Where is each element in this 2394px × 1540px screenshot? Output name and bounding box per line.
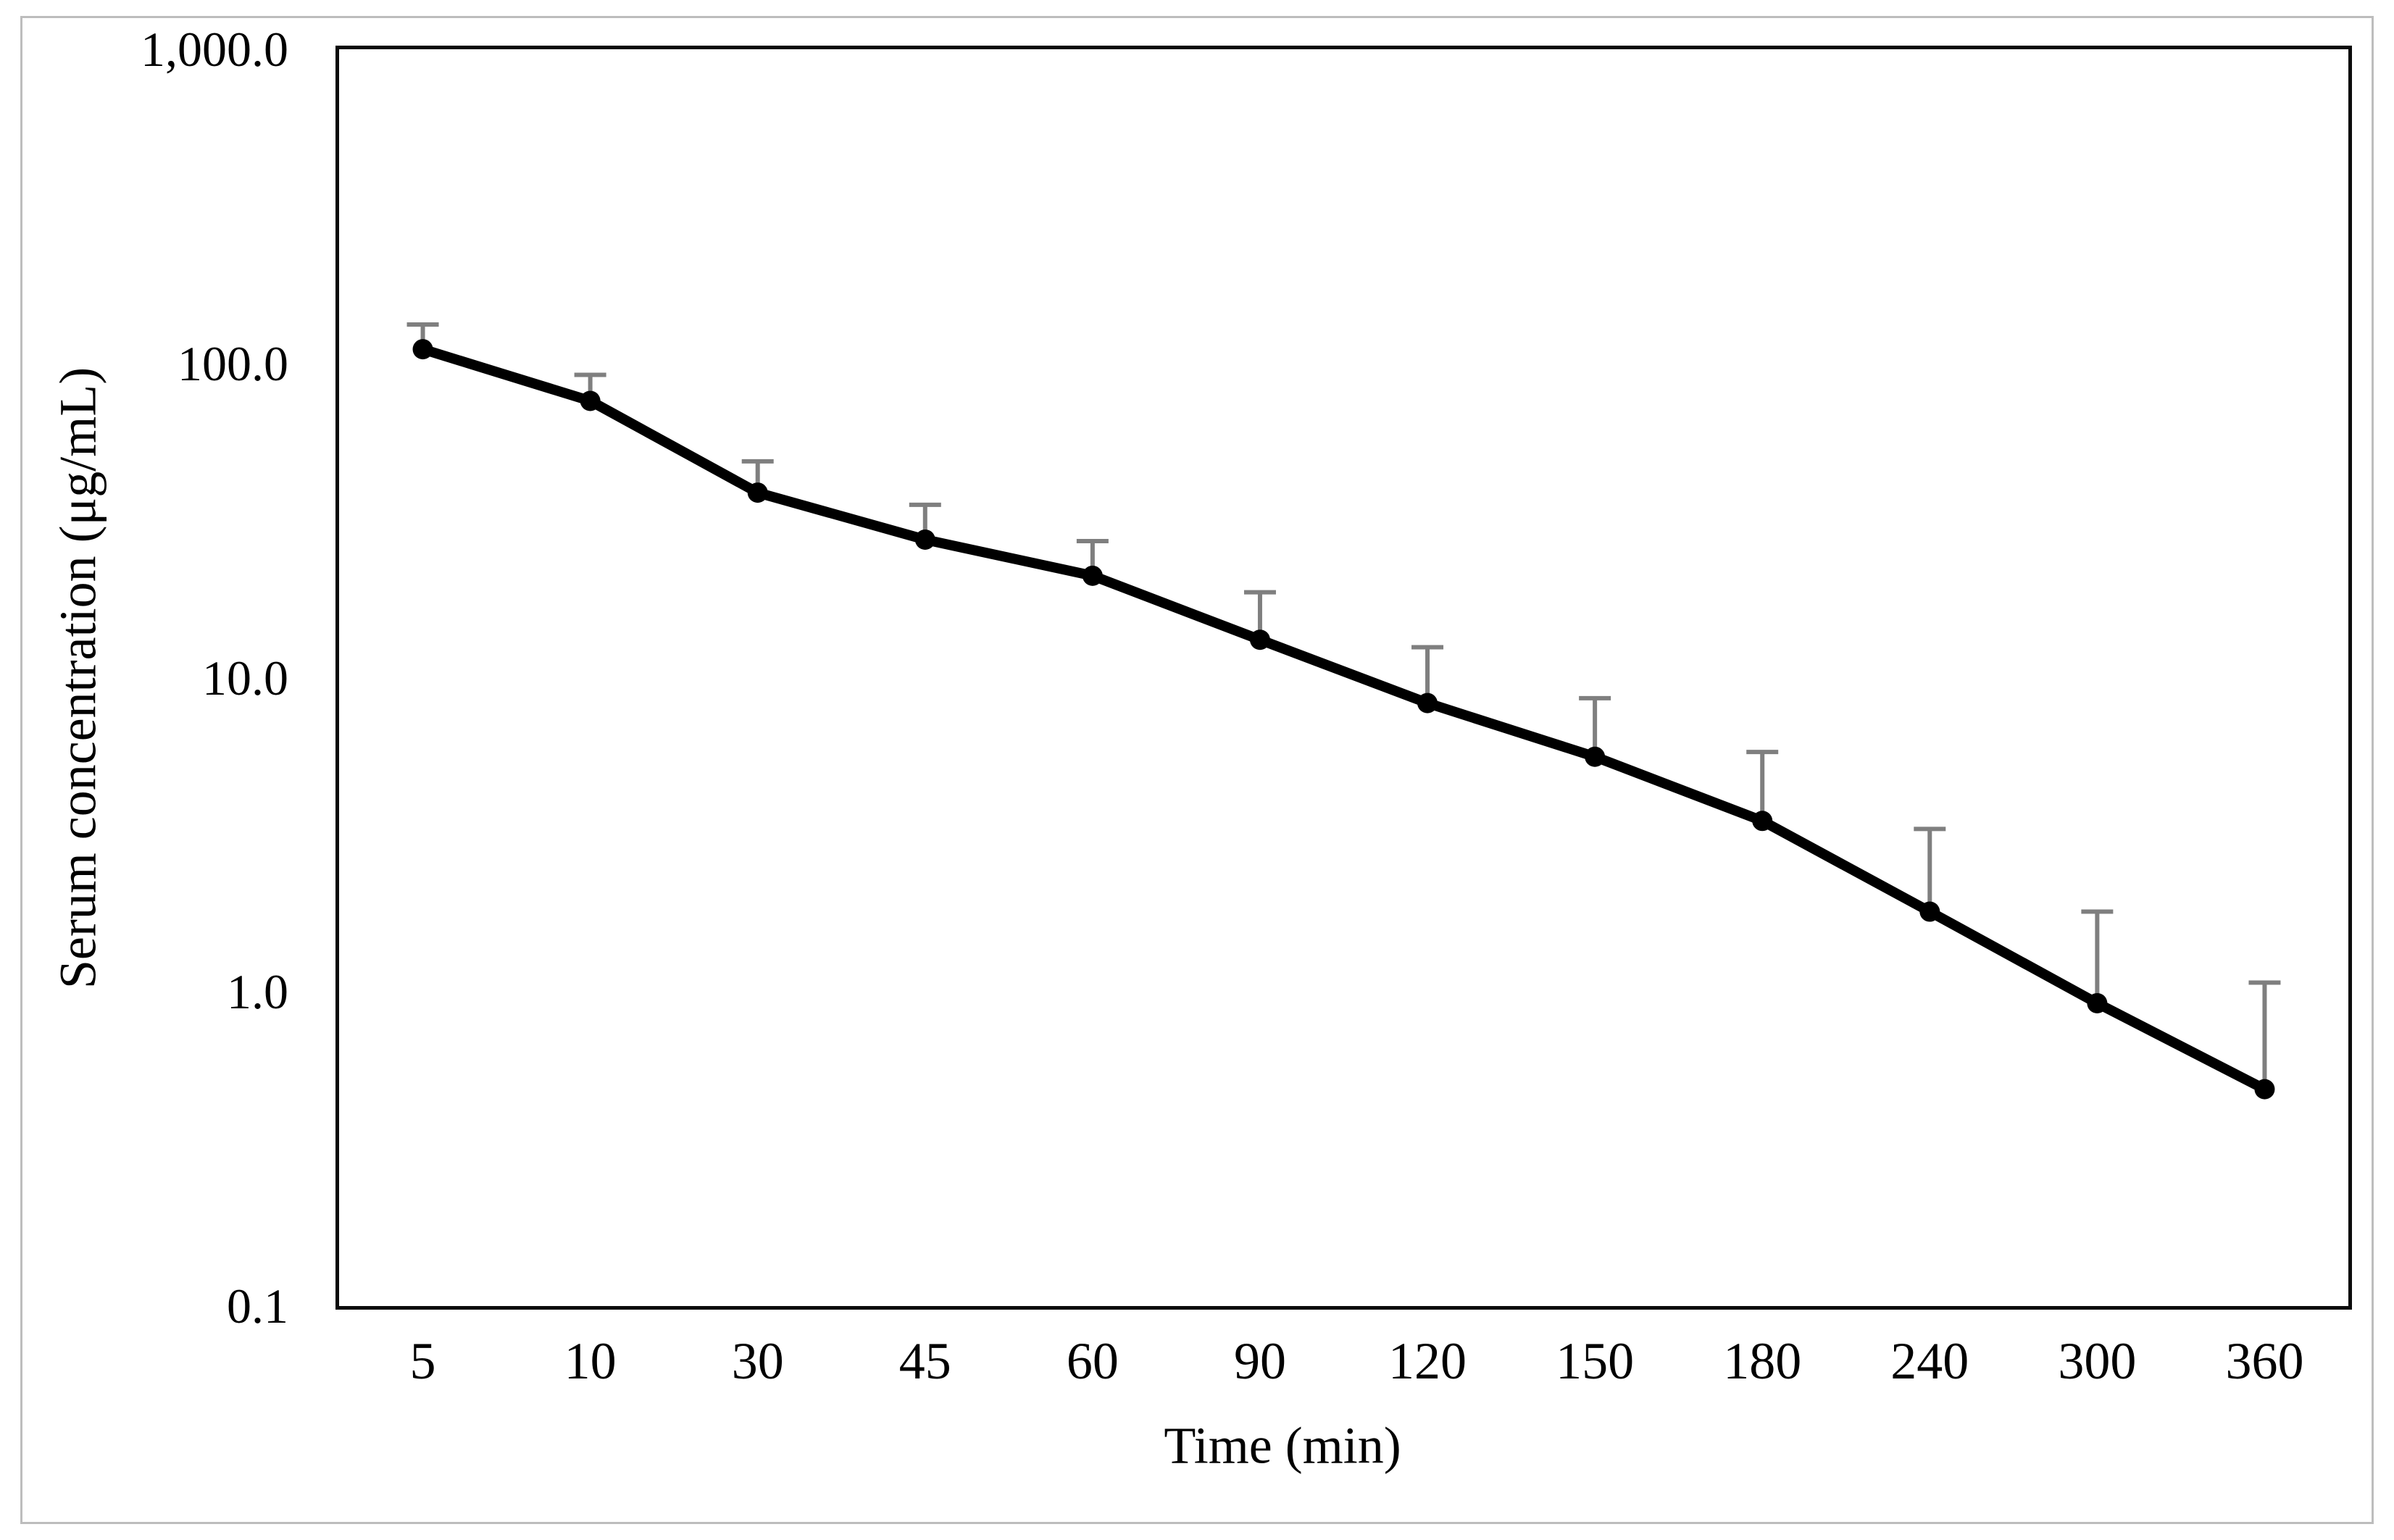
y-tick-label: 100.0 <box>178 335 288 391</box>
x-tick-label: 120 <box>1388 1332 1467 1390</box>
x-axis-title: Time (min) <box>1164 1416 1401 1475</box>
data-point-marker <box>914 529 935 550</box>
series-line <box>417 344 2270 1095</box>
data-point-marker <box>1919 901 1940 922</box>
x-tick-label: 60 <box>1066 1332 1119 1390</box>
data-point-marker <box>1082 565 1103 586</box>
data-point-marker <box>1585 746 1606 767</box>
y-tick-label: 1.0 <box>227 964 288 1020</box>
x-tick-label: 5 <box>409 1332 436 1390</box>
x-tick-label: 300 <box>2058 1332 2137 1390</box>
data-point-marker <box>1417 692 1438 713</box>
x-tick-label: 30 <box>731 1332 784 1390</box>
data-point-marker <box>747 482 768 503</box>
data-point-marker <box>1752 811 1773 832</box>
data-point-marker <box>580 390 601 411</box>
y-tick-label: 0.1 <box>227 1279 288 1334</box>
x-tick-label: 240 <box>1890 1332 1969 1390</box>
data-point-marker <box>412 339 433 360</box>
data-point-marker <box>2087 992 2108 1013</box>
data-point-marker <box>2254 1079 2275 1100</box>
y-tick-label: 10.0 <box>202 650 288 706</box>
x-tick-label: 90 <box>1233 1332 1286 1390</box>
y-tick-label: 1,000.0 <box>141 22 288 77</box>
data-point-marker <box>1249 629 1270 650</box>
x-tick-label: 150 <box>1556 1332 1635 1390</box>
chart-canvas <box>406 322 2281 1100</box>
plot-area <box>335 46 2352 1310</box>
x-tick-label: 360 <box>2225 1332 2304 1390</box>
x-tick-label: 180 <box>1723 1332 1802 1390</box>
x-tick-label: 45 <box>898 1332 951 1390</box>
x-tick-label: 10 <box>564 1332 617 1390</box>
